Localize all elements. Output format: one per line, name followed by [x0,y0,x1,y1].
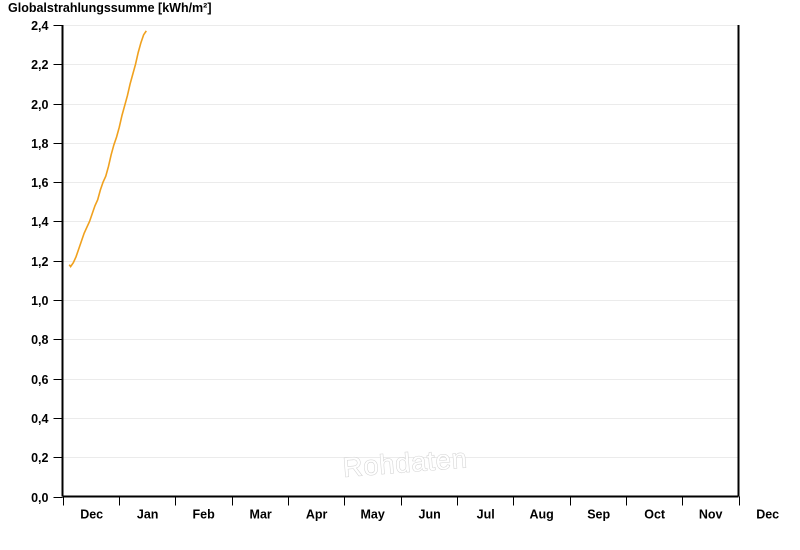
x-tick-label: Mar [250,508,272,522]
x-tick-label: Dec [80,508,103,522]
chart-title: Globalstrahlungssumme [kWh/m²] [8,1,212,15]
y-tick-label: 0,2 [31,451,48,465]
x-tick-label: Sep [587,508,610,522]
y-tick-label: 0,8 [31,333,48,347]
x-tick-label: Dec [756,508,779,522]
y-tick-label: 0,6 [31,373,48,387]
gridlines-group [62,25,739,458]
x-tick-label: Oct [644,508,666,522]
y-tick-labels-group: 0,0 0,2 0,4 0,6 0,8 1,0 1,2 1,4 1,6 1,8 2,0 2,2 2,4 [31,19,48,505]
y-tick-label: 2,0 [31,98,48,112]
data-series-line-globalstrahlungssumme [68,30,147,269]
x-tick-label: Feb [193,508,216,522]
x-tick-label: Jun [419,508,441,522]
watermark-rohdaten: Rohdaten [342,443,469,483]
y-tick-marks-group [53,24,63,499]
y-tick-label: 1,6 [31,176,48,190]
y-tick-label: 1,8 [31,137,48,151]
x-tick-label: Jul [477,508,495,522]
y-tick-label: 0,0 [31,491,48,505]
y-tick-label: 1,0 [31,294,48,308]
x-tick-marks-group [62,496,741,506]
x-tick-labels-group: Dec Jan Feb Mar Apr May Jun Jul Aug Sep Oct Nov Dec [80,508,779,522]
y-tick-label: 2,4 [31,19,48,33]
x-tick-label: Nov [699,508,723,522]
x-tick-label: May [361,508,385,522]
y-tick-label: 0,4 [31,412,48,426]
x-tick-label: Jan [137,508,159,522]
y-tick-label: 1,4 [31,215,48,229]
x-tick-label: Aug [530,508,554,522]
y-tick-label: 1,2 [31,255,48,269]
y-tick-label: 2,2 [31,58,48,72]
x-tick-label: Apr [306,508,328,522]
